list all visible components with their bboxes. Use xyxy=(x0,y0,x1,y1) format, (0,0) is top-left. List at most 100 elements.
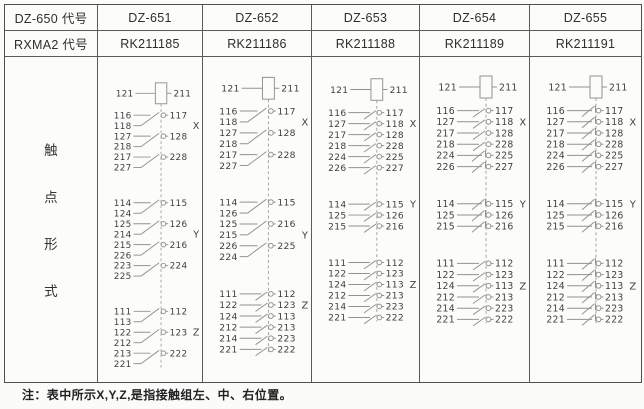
header-model-dz651: DZ-651 xyxy=(98,5,203,31)
svg-text:122: 122 xyxy=(114,328,132,338)
svg-text:127: 127 xyxy=(546,117,565,128)
svg-text:228: 228 xyxy=(277,150,295,161)
svg-text:118: 118 xyxy=(605,117,624,128)
relay-circuit-DZ-654: 121 211 116 117 127 118 217 128 218 228 224 225 226 2… xyxy=(436,75,526,327)
svg-text:X: X xyxy=(410,119,417,130)
svg-text:125: 125 xyxy=(328,211,346,221)
svg-text:214: 214 xyxy=(328,303,346,313)
svg-text:128: 128 xyxy=(495,128,514,139)
svg-text:215: 215 xyxy=(114,241,132,251)
svg-text:117: 117 xyxy=(605,106,624,117)
svg-text:114: 114 xyxy=(219,197,237,208)
diagram-cell-dz655: 121 211 116 117 127 118 217 128 218 228 224 225 226 2… xyxy=(530,57,641,382)
svg-text:223: 223 xyxy=(495,304,514,315)
svg-text:127: 127 xyxy=(114,132,132,142)
svg-text:224: 224 xyxy=(219,252,237,263)
svg-text:221: 221 xyxy=(328,314,346,324)
svg-text:117: 117 xyxy=(495,106,514,117)
svg-text:225: 225 xyxy=(386,153,404,163)
svg-text:122: 122 xyxy=(328,270,346,280)
svg-text:Z: Z xyxy=(629,281,636,292)
svg-text:Y: Y xyxy=(629,199,637,210)
svg-text:116: 116 xyxy=(219,106,237,117)
footnote: 注：表中所示X,Y,Z,是指接触组左、中、右位置。 xyxy=(22,388,293,402)
svg-text:128: 128 xyxy=(170,132,188,142)
svg-text:222: 222 xyxy=(277,345,295,356)
svg-text:Y: Y xyxy=(192,230,199,241)
svg-text:217: 217 xyxy=(219,150,237,161)
header-model-dz655: DZ-655 xyxy=(530,5,641,31)
svg-text:123: 123 xyxy=(386,270,404,280)
svg-text:112: 112 xyxy=(495,259,514,270)
svg-text:Z: Z xyxy=(302,300,309,311)
header-model-dz653: DZ-653 xyxy=(312,5,420,31)
svg-text:226: 226 xyxy=(114,251,132,261)
svg-text:226: 226 xyxy=(436,162,455,173)
contact-form-label: 触 点 形 式 xyxy=(5,57,98,382)
svg-text:226: 226 xyxy=(328,164,346,174)
diagram-cell-dz652: 121 211 116 118 117 127 218 128 217 227 228 X 114 126… xyxy=(203,57,312,382)
svg-text:212: 212 xyxy=(436,292,455,303)
svg-text:226: 226 xyxy=(219,241,237,252)
svg-text:213: 213 xyxy=(495,292,514,303)
svg-text:Z: Z xyxy=(193,328,200,339)
svg-text:213: 213 xyxy=(277,322,295,333)
svg-text:121: 121 xyxy=(330,86,348,96)
svg-text:212: 212 xyxy=(114,339,132,349)
svg-text:122: 122 xyxy=(546,270,565,281)
svg-text:221: 221 xyxy=(436,315,455,326)
svg-text:113: 113 xyxy=(495,281,514,292)
svg-text:224: 224 xyxy=(170,262,188,272)
svg-text:217: 217 xyxy=(436,128,455,139)
svg-text:115: 115 xyxy=(277,197,295,208)
svg-text:125: 125 xyxy=(546,210,565,221)
svg-text:218: 218 xyxy=(219,139,237,150)
svg-text:115: 115 xyxy=(495,199,514,210)
svg-text:211: 211 xyxy=(173,89,191,99)
svg-text:125: 125 xyxy=(219,219,237,230)
svg-text:113: 113 xyxy=(277,311,295,322)
svg-text:113: 113 xyxy=(386,281,404,291)
svg-text:123: 123 xyxy=(170,328,188,338)
svg-text:212: 212 xyxy=(546,292,565,303)
svg-text:221: 221 xyxy=(219,345,237,356)
svg-text:225: 225 xyxy=(495,151,514,162)
svg-text:212: 212 xyxy=(219,322,237,333)
svg-text:126: 126 xyxy=(386,211,404,221)
svg-text:124: 124 xyxy=(219,311,237,322)
svg-text:118: 118 xyxy=(386,120,404,130)
svg-text:X: X xyxy=(302,117,309,128)
relay-circuit-DZ-653: 121 211 116 117 127 118 217 128 218 228 224 225 226 2… xyxy=(328,78,417,325)
svg-text:111: 111 xyxy=(328,259,346,269)
svg-text:117: 117 xyxy=(170,111,188,121)
svg-text:215: 215 xyxy=(546,222,565,233)
svg-text:124: 124 xyxy=(328,281,346,291)
relay-circuit-DZ-655: 121 211 116 117 127 118 217 128 218 228 224 225 226 2… xyxy=(546,75,637,326)
code-rk211186: RK211186 xyxy=(203,31,312,57)
svg-text:122: 122 xyxy=(436,270,455,281)
svg-text:222: 222 xyxy=(495,315,514,326)
svg-text:Z: Z xyxy=(410,280,417,291)
svg-text:228: 228 xyxy=(495,140,514,151)
svg-text:216: 216 xyxy=(277,219,295,230)
svg-text:211: 211 xyxy=(499,82,518,93)
svg-text:111: 111 xyxy=(436,259,455,270)
relay-contact-table: DZ-650 代号 DZ-651 DZ-652 DZ-653 DZ-654 DZ… xyxy=(4,4,642,383)
svg-text:121: 121 xyxy=(548,82,567,93)
diagram-cell-dz653: 121 211 116 117 127 118 217 128 218 228 224 225 226 2… xyxy=(312,57,420,382)
svg-text:114: 114 xyxy=(546,199,565,210)
code-rk211188: RK211188 xyxy=(312,31,420,57)
svg-text:118: 118 xyxy=(114,122,132,132)
code-rk211189: RK211189 xyxy=(420,31,530,57)
svg-text:228: 228 xyxy=(605,140,624,151)
svg-text:225: 225 xyxy=(277,241,295,252)
svg-text:115: 115 xyxy=(386,200,404,210)
svg-text:123: 123 xyxy=(277,300,295,311)
svg-text:216: 216 xyxy=(386,222,404,232)
svg-text:215: 215 xyxy=(219,230,237,241)
svg-text:221: 221 xyxy=(546,315,565,326)
code-rk211185: RK211185 xyxy=(98,31,203,57)
svg-text:113: 113 xyxy=(114,318,132,328)
